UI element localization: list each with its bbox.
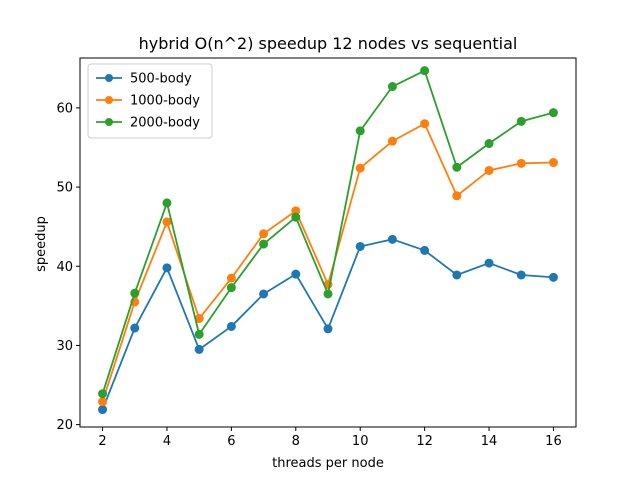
data-point-0-13	[516, 270, 526, 280]
data-point-2-7	[323, 289, 333, 299]
data-point-2-13	[516, 116, 526, 126]
data-point-0-8	[355, 241, 365, 251]
data-point-1-14	[548, 158, 558, 168]
axes-frame	[79, 57, 577, 428]
data-point-2-1	[130, 288, 140, 298]
data-point-2-2	[162, 198, 172, 208]
axes: 2 4 6 8 10 12 14 16 20 30 40 50 60	[56, 57, 577, 449]
x-tick-label-1: 4	[163, 434, 171, 449]
data-point-2-11	[452, 162, 462, 172]
data-point-2-6	[291, 212, 301, 222]
legend: 500-body 1000-body 2000-body	[87, 63, 213, 139]
x-tick-label-4: 10	[352, 434, 369, 449]
data-point-2-12	[484, 139, 494, 149]
data-point-1-5	[259, 229, 269, 239]
data-point-2-5	[259, 239, 269, 249]
x-tick-label-6: 14	[481, 434, 498, 449]
data-point-2-4	[226, 283, 236, 293]
data-point-0-10	[420, 245, 430, 255]
legend-label-0: 500-body	[130, 72, 192, 87]
data-point-1-12	[484, 165, 494, 175]
data-point-0-14	[548, 272, 558, 282]
legend-marker-1	[105, 96, 113, 104]
x-axis-label: threads per node	[272, 456, 384, 471]
data-point-0-3	[194, 344, 204, 354]
data-point-1-9	[387, 136, 397, 146]
data-point-1-8	[355, 163, 365, 173]
data-point-0-11	[452, 270, 462, 280]
legend-label-1: 1000-body	[130, 94, 200, 109]
x-tick-label-2: 6	[227, 434, 235, 449]
x-tick-label-0: 2	[98, 434, 106, 449]
data-point-2-10	[420, 66, 430, 76]
data-point-0-2	[162, 263, 172, 273]
legend-marker-0	[105, 74, 113, 82]
data-point-0-1	[130, 323, 140, 333]
data-point-0-0	[98, 405, 108, 415]
data-point-1-13	[516, 158, 526, 168]
data-point-1-4	[226, 273, 236, 283]
data-point-0-5	[259, 289, 269, 299]
data-point-1-0	[98, 397, 108, 407]
data-point-1-10	[420, 119, 430, 129]
legend-box	[87, 63, 213, 139]
data-point-1-2	[162, 217, 172, 227]
legend-marker-2	[105, 118, 113, 126]
x-tick-label-7: 16	[545, 434, 562, 449]
data-point-1-11	[452, 191, 462, 201]
x-tick-label-3: 8	[292, 434, 300, 449]
data-point-0-12	[484, 258, 494, 268]
data-point-2-14	[548, 108, 558, 118]
y-tick-label-0: 20	[56, 418, 73, 433]
y-axis-label: speedup	[34, 216, 49, 272]
data-point-2-0	[98, 389, 108, 399]
y-tick-label-1: 30	[56, 339, 73, 354]
data-point-0-6	[291, 269, 301, 279]
data-point-0-9	[387, 234, 397, 244]
data-point-0-7	[323, 324, 333, 334]
data-point-2-3	[194, 329, 204, 339]
y-tick-label-2: 40	[56, 260, 73, 275]
data-point-2-9	[387, 82, 397, 92]
legend-label-2: 2000-body	[130, 116, 200, 131]
chart-title: hybrid O(n^2) speedup 12 nodes vs sequen…	[139, 34, 518, 53]
y-tick-label-3: 50	[56, 181, 73, 196]
y-tick-label-4: 60	[56, 101, 73, 116]
data-point-0-4	[226, 321, 236, 331]
data-point-2-8	[355, 126, 365, 136]
x-tick-label-5: 12	[416, 434, 433, 449]
